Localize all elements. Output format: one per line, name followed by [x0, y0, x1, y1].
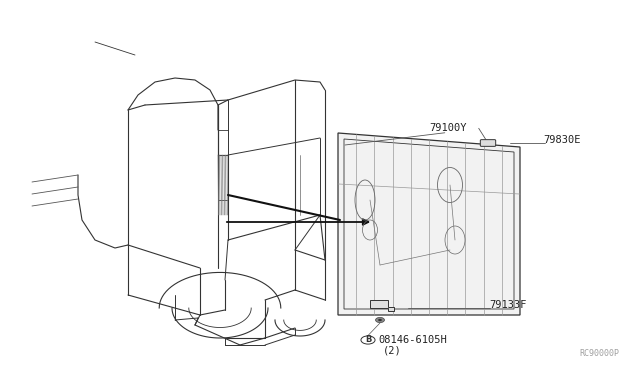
- Text: (2): (2): [383, 346, 402, 355]
- Text: B: B: [365, 336, 371, 344]
- Text: 79830E: 79830E: [543, 135, 580, 145]
- Polygon shape: [370, 300, 394, 311]
- Text: 79100Y: 79100Y: [429, 123, 467, 133]
- Text: RC90000P: RC90000P: [580, 349, 620, 358]
- Text: 08146-6105H: 08146-6105H: [378, 335, 447, 345]
- FancyBboxPatch shape: [480, 140, 495, 146]
- Text: 79133F: 79133F: [489, 300, 527, 310]
- Circle shape: [376, 317, 385, 323]
- Polygon shape: [338, 133, 520, 315]
- Circle shape: [378, 319, 382, 321]
